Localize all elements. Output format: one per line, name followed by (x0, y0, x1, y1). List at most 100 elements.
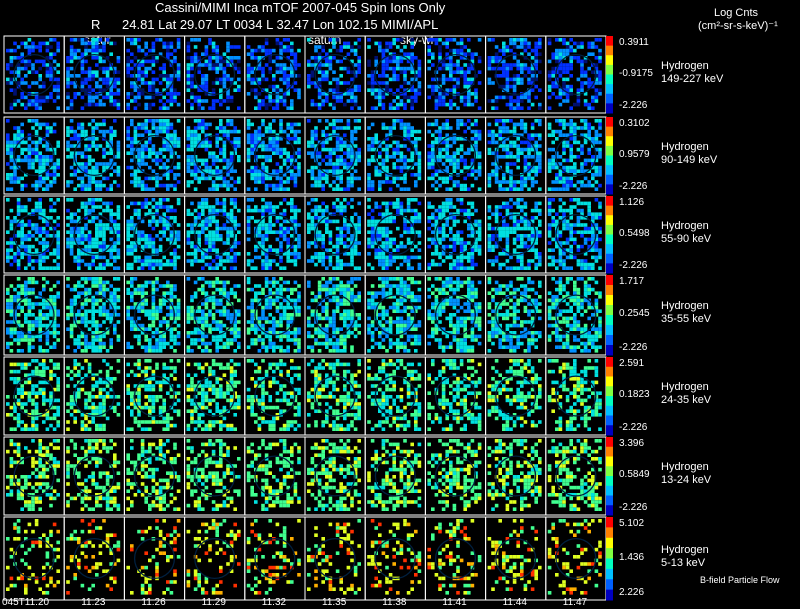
data-pixel (290, 45, 294, 49)
data-pixel (272, 230, 276, 234)
data-pixel (403, 255, 407, 260)
data-pixel (173, 266, 177, 270)
data-pixel (24, 74, 28, 78)
data-pixel (166, 169, 170, 173)
data-pixel (353, 144, 358, 148)
data-pixel (137, 102, 141, 107)
data-pixel (434, 169, 439, 173)
data-pixel (339, 95, 343, 100)
data-pixel (151, 147, 156, 152)
data-pixel (204, 169, 209, 173)
data-pixel (144, 201, 148, 206)
data-pixel (445, 56, 449, 60)
data-pixel (538, 158, 542, 163)
data-pixel (286, 230, 290, 234)
data-pixel (144, 183, 148, 188)
data-pixel (367, 252, 371, 256)
colorbar-segment (606, 132, 613, 135)
data-pixel (158, 201, 163, 206)
data-pixel (335, 137, 340, 141)
data-pixel (261, 226, 265, 231)
data-pixel (463, 212, 467, 216)
data-pixel (261, 244, 265, 249)
data-pixel (487, 99, 492, 103)
data-pixel (73, 129, 77, 134)
data-pixel (45, 41, 50, 46)
data-pixel (148, 212, 152, 216)
data-pixel (91, 169, 95, 173)
data-pixel (257, 223, 262, 227)
data-pixel (434, 223, 439, 227)
data-pixel (197, 259, 201, 263)
data-pixel (449, 99, 453, 103)
data-pixel (80, 84, 85, 89)
data-pixel (197, 38, 201, 42)
data-pixel (169, 59, 174, 64)
data-pixel (84, 102, 88, 107)
data-pixel (388, 259, 393, 263)
data-pixel (166, 219, 170, 224)
spin-panel (3, 35, 65, 114)
data-pixel (24, 183, 28, 188)
data-pixel (162, 144, 166, 148)
data-pixel (573, 126, 577, 130)
data-pixel (293, 237, 298, 242)
data-pixel (27, 237, 32, 242)
data-pixel (538, 137, 542, 141)
data-pixel (505, 84, 510, 89)
data-pixel (565, 144, 570, 148)
data-pixel (343, 234, 347, 238)
data-pixel (211, 66, 216, 71)
data-pixel (257, 173, 262, 177)
colorbar-segment (606, 120, 613, 124)
data-pixel (339, 234, 343, 238)
data-pixel (98, 99, 103, 103)
data-pixel (201, 162, 205, 166)
data-pixel (427, 244, 431, 249)
data-pixel (254, 140, 258, 145)
data-pixel (126, 230, 130, 234)
data-pixel (297, 147, 301, 152)
data-pixel (290, 201, 294, 206)
data-pixel (148, 241, 152, 245)
data-pixel (335, 255, 340, 260)
data-pixel (470, 173, 475, 177)
data-pixel (133, 126, 138, 130)
data-pixel (293, 180, 298, 184)
data-pixel (569, 205, 573, 209)
data-pixel (527, 81, 531, 85)
data-pixel (144, 95, 148, 100)
data-pixel (403, 208, 407, 213)
data-pixel (66, 77, 70, 82)
data-pixel (73, 255, 77, 260)
data-pixel (346, 165, 351, 170)
data-pixel (509, 106, 513, 110)
data-pixel (328, 237, 333, 242)
data-pixel (467, 119, 471, 123)
data-pixel (20, 147, 24, 152)
data-pixel (335, 169, 340, 173)
data-pixel (527, 162, 531, 166)
data-pixel (197, 126, 201, 130)
data-pixel (144, 212, 148, 216)
data-pixel (133, 81, 138, 85)
data-pixel (229, 45, 234, 49)
data-pixel (530, 165, 535, 170)
data-pixel (286, 165, 290, 170)
data-pixel (95, 126, 99, 130)
data-pixel (558, 63, 563, 67)
data-pixel (325, 126, 329, 130)
data-pixel (144, 176, 148, 181)
data-pixel (297, 140, 301, 145)
data-pixel (250, 208, 254, 213)
data-pixel (69, 234, 74, 238)
data-pixel (264, 223, 269, 227)
data-pixel (523, 219, 528, 224)
data-pixel (162, 183, 166, 188)
data-pixel (113, 102, 117, 107)
data-pixel (456, 259, 460, 263)
data-pixel (551, 216, 555, 220)
data-pixel (144, 205, 148, 209)
data-pixel (173, 255, 177, 260)
data-pixel (297, 223, 301, 227)
